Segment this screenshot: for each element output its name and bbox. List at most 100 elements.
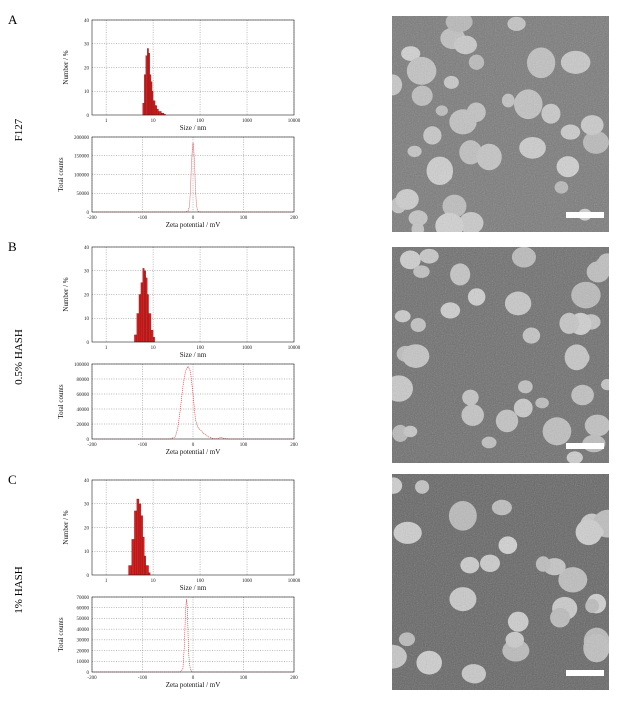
size-y-axis-label: Number / %: [62, 510, 70, 544]
zeta-ytick-label: 60000: [77, 393, 90, 398]
size-bar: [147, 48, 149, 116]
size-xtick-label: 1000: [242, 119, 253, 124]
size-bar: [134, 510, 137, 576]
zeta-potential-chart: 0 50000 100000 150000 200000 -200 -100 0 100 200 Z…: [57, 136, 298, 229]
size-bar: [136, 498, 140, 576]
zeta-xtick-label: 0: [192, 216, 195, 221]
micrograph-noise: [392, 247, 609, 463]
zeta-ytick-label: 20000: [77, 423, 90, 428]
micrograph-noise: [392, 474, 609, 690]
size-bar: [148, 313, 152, 343]
size-bar: [145, 565, 149, 576]
size-bar: [154, 105, 157, 116]
size-xtick-label: 100: [196, 346, 204, 351]
size-bar: [140, 515, 143, 576]
size-xtick-label: 10000: [288, 346, 301, 351]
size-ytick-label: 10: [84, 550, 90, 555]
size-ytick-label: 0: [87, 341, 90, 346]
zeta-ytick-label: 50000: [77, 192, 90, 197]
zeta-ytick-label: 0: [87, 671, 90, 676]
sample-label: 0.5% HASH: [13, 329, 25, 385]
size-y-axis-label: Number / %: [62, 50, 70, 84]
size-ytick-label: 0: [87, 114, 90, 119]
zeta-xtick-label: -100: [138, 676, 148, 681]
zeta-xtick-label: 0: [192, 676, 195, 681]
zeta-potential-chart: 0 20000 40000 60000 80000 100000 -200 -100 0 100 2…: [57, 363, 298, 456]
zeta-series-line: [92, 142, 294, 213]
zeta-xtick-label: -200: [87, 676, 97, 681]
size-bar: [144, 270, 146, 343]
size-ytick-label: 0: [87, 574, 90, 579]
zeta-ytick-label: 200000: [74, 136, 90, 141]
size-xtick-label: 1000: [242, 579, 253, 584]
scale-bar: [566, 443, 604, 449]
size-distribution-chart: 0 10 20 30 40 1 10 100 1000 10000 Size / nm Number …: [62, 246, 301, 359]
size-bar: [148, 572, 151, 576]
zeta-xtick-label: 100: [240, 443, 248, 448]
size-bar: [142, 268, 145, 343]
size-ytick-label: 30: [84, 270, 90, 275]
zeta-plot-frame: [91, 363, 295, 440]
scale-bar: [566, 670, 604, 676]
zeta-ytick-label: 150000: [74, 155, 90, 160]
zeta-ytick-label: 80000: [77, 378, 90, 383]
zeta-xtick-label: 100: [240, 676, 248, 681]
size-xtick-label: 10000: [288, 579, 301, 584]
size-distribution-chart: 0 10 20 30 40 1 10 100 1000 10000 Size / nm Number …: [62, 19, 301, 132]
size-ytick-label: 10: [84, 317, 90, 322]
size-xtick-label: 10: [151, 579, 157, 584]
size-x-axis-label: Size / nm: [180, 584, 207, 592]
size-bar: [138, 503, 142, 576]
zeta-series-line: [92, 599, 294, 673]
zeta-ytick-label: 40000: [77, 408, 90, 413]
size-bar: [128, 565, 132, 576]
panel-letter: A: [8, 12, 18, 27]
sample-label: 1% HASH: [13, 566, 25, 613]
size-xtick-label: 1: [105, 346, 108, 351]
zeta-x-axis-label: Zeta potential / mV: [166, 221, 221, 229]
zeta-ytick-label: 0: [87, 438, 90, 443]
zeta-xtick-label: 100: [240, 216, 248, 221]
zeta-plot-frame: [91, 136, 295, 213]
size-bar: [150, 329, 154, 343]
size-ytick-label: 10: [84, 90, 90, 95]
size-xtick-label: 1: [105, 119, 108, 124]
size-bar: [145, 277, 148, 343]
size-bar: [151, 91, 154, 116]
size-bar: [149, 74, 152, 116]
size-xtick-label: 10: [151, 346, 157, 351]
size-bar: [140, 282, 143, 343]
zeta-series-line: [92, 365, 294, 440]
size-ytick-label: 20: [84, 293, 90, 298]
panel-letter: B: [8, 239, 17, 254]
zeta-potential-chart: 0 10000 20000 30000 40000 50000 60000 70000 -200…: [57, 596, 298, 689]
size-y-axis-label: Number / %: [62, 277, 70, 311]
size-xtick-label: 1: [105, 579, 108, 584]
size-xtick-label: 100: [196, 579, 204, 584]
size-x-axis-label: Size / nm: [180, 124, 207, 132]
size-bar: [138, 294, 142, 343]
size-ytick-label: 30: [84, 43, 90, 48]
size-bar: [142, 102, 145, 116]
size-bar: [152, 100, 156, 116]
zeta-xtick-label: 200: [290, 676, 298, 681]
zeta-y-axis-label: Total counts: [57, 157, 65, 192]
size-bar: [158, 111, 162, 116]
size-bar: [145, 55, 148, 116]
size-bar: [142, 536, 145, 576]
scale-bar: [566, 212, 604, 218]
size-plot-frame: [91, 246, 295, 343]
zeta-xtick-label: -200: [87, 216, 97, 221]
size-bar: [147, 294, 149, 343]
zeta-xtick-label: -200: [87, 443, 97, 448]
size-ytick-label: 20: [84, 526, 90, 531]
zeta-x-axis-label: Zeta potential / mV: [166, 448, 221, 456]
size-plot-frame: [91, 19, 295, 116]
zeta-plot-frame: [91, 596, 295, 673]
zeta-xtick-label: 0: [192, 443, 195, 448]
zeta-ytick-label: 100000: [74, 363, 90, 368]
